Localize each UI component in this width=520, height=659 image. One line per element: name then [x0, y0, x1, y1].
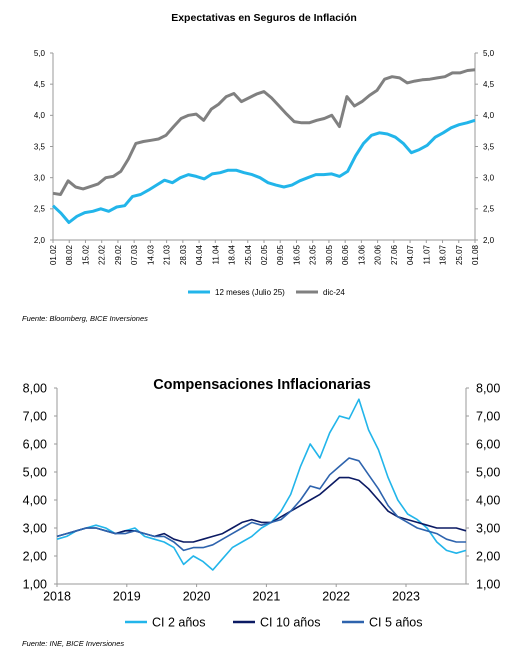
- chart1-y-tick-label-right: 2,0: [483, 236, 495, 245]
- chart2-y-tick-label-right: 3,00: [476, 521, 500, 535]
- chart1-x-tick-label: 18.07: [439, 244, 448, 265]
- chart2-y-tick-label-right: 6,00: [476, 437, 500, 451]
- chart2-y-tick-label-right: 5,00: [476, 465, 500, 479]
- chart2-x-tick-label: 2021: [252, 590, 280, 604]
- chart1-x-tick-label: 28.03: [179, 244, 188, 265]
- chart1-x-tick-label: 04.07: [406, 244, 415, 265]
- chart1-y-tick-label-right: 3,5: [483, 142, 495, 151]
- chart1-y-tick-label: 4,0: [34, 111, 46, 120]
- chart1-y-tick-label-right: 3,0: [483, 173, 495, 182]
- chart1-x-tick-label: 13.06: [357, 244, 366, 265]
- chart2-x-tick-label: 2018: [43, 590, 71, 604]
- chart1-series-line-2: [52, 68, 476, 196]
- chart2-plot: 1,00 1,00 2,00 2,00 3,00 3,00 4,00 4,00 5,00 5,00…: [23, 381, 501, 629]
- chart1-x-tick-label: 16.05: [292, 244, 301, 265]
- chart1-x-tick-label: 27.06: [390, 244, 399, 265]
- chart2-y-tick-label: 6,00: [23, 437, 47, 451]
- chart1-y-tick-label-right: 4,0: [483, 111, 495, 120]
- chart1-y-tick-label: 5,0: [34, 49, 46, 58]
- chart1-x-tick-label: 14.03: [146, 244, 155, 265]
- chart1-y-tick-label: 4,5: [34, 80, 46, 89]
- chart1-x-tick-label: 08.02: [65, 244, 74, 265]
- chart2-source: Fuente: INE, BICE Inversiones: [22, 639, 125, 648]
- chart2-y-tick-label: 7,00: [23, 409, 47, 423]
- chart1-x-tick-label: 29.02: [114, 244, 123, 265]
- chart1-y-tick-label: 3,5: [34, 142, 46, 151]
- chart1-x-tick-label: 07.03: [130, 244, 139, 265]
- chart2-y-tick-label-right: 4,00: [476, 493, 500, 507]
- chart2-y-tick-label-right: 1,00: [476, 577, 500, 591]
- chart1-plot: 2,0 2,0 2,5 2,5 3,0 3,0 3,5 3,5 4,0 4,0 4,5 4,5 5,0 5…: [34, 49, 495, 297]
- chart2-series-line-3: [56, 457, 466, 552]
- chart1-x-tick-label: 02.05: [260, 244, 269, 265]
- chart2-legend-label: CI 2 años: [152, 615, 206, 629]
- chart2-y-tick-label: 4,00: [23, 493, 47, 507]
- chart1-source: Fuente: Bloomberg, BICE Inversiones: [22, 314, 148, 323]
- chart1-legend-label: 12 meses (Julio 25): [215, 288, 285, 297]
- chart2-title: Compensaciones Inflacionarias: [153, 377, 371, 393]
- chart2-y-tick-label: 1,00: [23, 577, 47, 591]
- chart2-y-tick-label: 5,00: [23, 465, 47, 479]
- chart1-x-tick-label: 21.03: [163, 244, 172, 265]
- chart1-x-tick-label: 22.02: [98, 244, 107, 265]
- chart1-legend-label: dic-24: [323, 288, 345, 297]
- chart2-y-tick-label: 2,00: [23, 549, 47, 563]
- chart2-y-tick-label: 3,00: [23, 521, 47, 535]
- chart1-y-tick-label: 2,5: [34, 205, 46, 214]
- chart1-x-tick-label: 11.04: [211, 244, 220, 264]
- chart1-x-tick-label: 20.06: [374, 244, 383, 265]
- chart1-y-tick-label: 2,0: [34, 236, 46, 245]
- chart2-x-tick-label: 2020: [183, 590, 211, 604]
- chart1-x-tick-label: 23.05: [309, 244, 318, 265]
- chart1-x-tick-label: 18.04: [228, 244, 237, 265]
- chart1-series-line-1: [51, 118, 476, 224]
- chart1-x-tick-label: 01.02: [49, 244, 58, 265]
- chart1-x-tick-label: 09.05: [276, 244, 285, 265]
- chart2-x-tick-label: 2022: [322, 590, 350, 604]
- chart1-y-tick-label: 3,0: [34, 173, 46, 182]
- chart1-x-tick-label: 06.06: [341, 244, 350, 265]
- chart1-x-tick-label: 25.04: [244, 244, 253, 265]
- chart2-legend-label: CI 10 años: [260, 615, 320, 629]
- chart1-x-tick-label: 11.07: [422, 244, 431, 264]
- chart1-x-tick-label: 01.08: [471, 244, 480, 265]
- chart1-x-tick-label: 30.05: [325, 244, 334, 265]
- chart1-title: Expectativas en Seguros de Inflación: [171, 12, 357, 24]
- chart2-y-tick-label-right: 7,00: [476, 409, 500, 423]
- chart2-x-tick-label: 2019: [113, 590, 141, 604]
- chart2-legend-label: CI 5 años: [369, 615, 423, 629]
- chart1-x-tick-label: 04.04: [195, 244, 204, 265]
- chart2-y-tick-label-right: 2,00: [476, 549, 500, 563]
- chart1-y-tick-label-right: 4,5: [483, 80, 495, 89]
- chart2-x-tick-label: 2023: [392, 590, 420, 604]
- chart2-series-line-1: [56, 398, 467, 571]
- chart1-y-tick-label-right: 5,0: [483, 49, 495, 58]
- chart1-y-tick-label-right: 2,5: [483, 205, 495, 214]
- chart2-y-tick-label-right: 8,00: [476, 381, 500, 395]
- chart1-x-tick-label: 25.07: [455, 244, 464, 265]
- chart1-x-tick-label: 15.02: [81, 244, 90, 265]
- chart2-y-tick-label: 8,00: [23, 381, 47, 395]
